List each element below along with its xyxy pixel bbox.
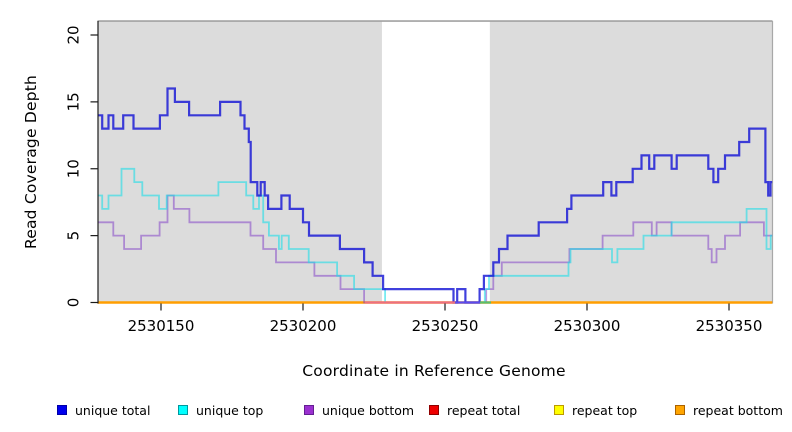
y-tick-label: 5 [65, 231, 83, 241]
x-tick-label: 2530200 [270, 317, 337, 335]
legend-swatch [57, 405, 67, 415]
y-axis-title: Read Coverage Depth [22, 74, 40, 250]
legend-item-repeat-top: repeat top [554, 401, 637, 419]
x-tick-label: 2530350 [696, 317, 763, 335]
legend-item-unique-top: unique top [178, 401, 263, 419]
legend-swatch [429, 405, 439, 415]
legend-swatch [675, 405, 685, 415]
legend-label: unique bottom [322, 402, 415, 418]
legend-label: repeat bottom [693, 402, 783, 418]
x-tick-label: 2530300 [554, 317, 621, 335]
legend-label: unique total [75, 402, 151, 418]
legend-item-unique-total: unique total [57, 401, 150, 419]
series-unique-total [97, 87, 773, 304]
x-axis-title: Coordinate in Reference Genome [302, 362, 566, 380]
series-unique-top [97, 167, 773, 304]
y-tick-label: 0 [65, 298, 83, 308]
x-tick-label: 2530150 [128, 317, 195, 335]
y-tick-label: 20 [65, 25, 83, 44]
x-tick-label: 2530250 [412, 317, 479, 335]
legend-swatch [178, 405, 188, 415]
no-data-region [381, 21, 490, 304]
legend-swatch [304, 405, 314, 415]
legend-item-unique-bottom: unique bottom [304, 401, 414, 419]
legend-label: repeat total [447, 402, 521, 418]
y-tick-label: 15 [65, 92, 83, 111]
y-tick-label: 10 [65, 159, 83, 178]
legend-label: unique top [196, 402, 264, 418]
legend-label: repeat top [572, 402, 638, 418]
legend: unique total unique top unique bottom repea… [0, 401, 792, 423]
legend-item-repeat-bottom: repeat bottom [675, 401, 783, 419]
legend-swatch [554, 405, 564, 415]
legend-item-repeat-total: repeat total [429, 401, 520, 419]
